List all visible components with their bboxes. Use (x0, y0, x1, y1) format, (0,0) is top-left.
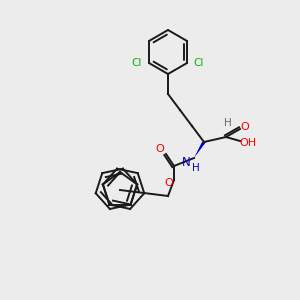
Text: H: H (224, 118, 232, 128)
Text: O: O (241, 122, 249, 132)
Text: Cl: Cl (194, 58, 204, 68)
Text: O: O (156, 144, 164, 154)
Text: N: N (182, 157, 190, 169)
Text: O: O (165, 178, 173, 188)
Text: OH: OH (239, 138, 256, 148)
Text: H: H (192, 163, 200, 173)
Text: Cl: Cl (132, 58, 142, 68)
Polygon shape (194, 142, 206, 158)
